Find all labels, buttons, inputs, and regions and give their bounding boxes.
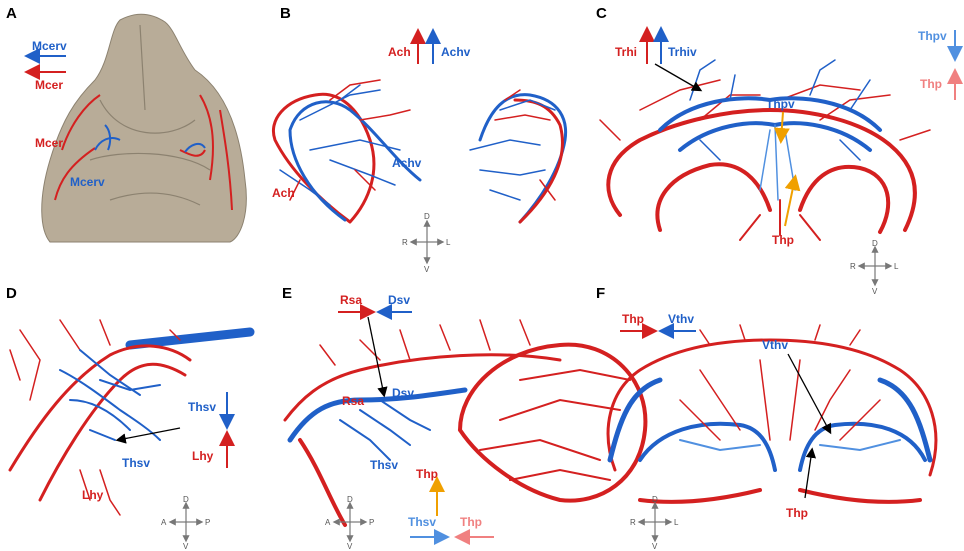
choroid-tree-left: [272, 79, 422, 224]
compass-e-up: D: [347, 495, 353, 504]
legend-mcer: Mcer: [35, 78, 63, 92]
legend-ach: Ach: [388, 45, 411, 59]
compass-f-down: V: [652, 542, 658, 551]
label-thp-c: Thp: [772, 233, 794, 247]
legend-thsv-d: Thsv: [188, 400, 216, 414]
legend-thp-f: Thp: [622, 312, 644, 326]
panel-c: C Trhi Trhiv Thpv Thp Thpv Thp D: [596, 5, 963, 296]
pointer-vthv: [787, 353, 832, 435]
legend-trhi: Trhi: [615, 45, 637, 59]
panel-letter-d: D: [6, 285, 17, 302]
panel-letter-f: F: [596, 285, 605, 302]
label-mcer: Mcer: [35, 136, 63, 150]
panel-letter-e: E: [282, 285, 292, 302]
compass-c: D V R L: [850, 239, 899, 296]
lateral-vessels-d: [8, 319, 255, 516]
compass-b: D V R L: [402, 212, 451, 274]
legend-mcerv: Mcerv: [32, 39, 67, 53]
label-lhy: Lhy: [82, 488, 104, 502]
compass-d: D V A P: [161, 495, 210, 551]
compass-e: D V A P: [325, 495, 374, 551]
compass-e-right: P: [369, 518, 374, 527]
lateral-vessels-e: [283, 319, 648, 527]
legend-trhiv: Trhiv: [668, 45, 697, 59]
panel-letter-b: B: [280, 5, 291, 22]
label-thsv-d: Thsv: [122, 456, 150, 470]
label-thp-e: Thp: [416, 467, 438, 481]
label-ach: Ach: [272, 186, 295, 200]
compass-b-down: V: [424, 265, 430, 274]
pointer-rsa-dsv: [367, 316, 388, 398]
legend-rsa: Rsa: [340, 293, 362, 307]
panel-e: E Rsa Dsv Rsa Dsv Thsv Thp Thsv Thp D: [282, 285, 648, 551]
thalamic-vessels: [599, 59, 931, 241]
label-thp-f: Thp: [786, 506, 808, 520]
pointer-thp-f: [804, 447, 817, 499]
compass-e-left: A: [325, 518, 331, 527]
panel-f: F Thp Vthv Vthv Thp D V R L: [596, 285, 938, 551]
choroid-tree-right: [469, 89, 568, 224]
compass-b-right: L: [446, 238, 451, 247]
pointer-thsv-d: [115, 427, 181, 444]
compass-f: D V R L: [630, 495, 679, 551]
pointer-thpv: [773, 111, 790, 144]
legend-thpv: Thpv: [918, 29, 947, 43]
panel-d: D Thsv Lhy Thsv Lhy D V A P: [6, 285, 255, 551]
compass-c-down: V: [872, 287, 878, 296]
mcer-vessels: [54, 94, 233, 211]
skull-sutures: [89, 24, 211, 206]
legend-thp-e: Thp: [460, 515, 482, 529]
pointer-thp-c: [784, 174, 801, 227]
compass-b-left: R: [402, 238, 408, 247]
label-thpv: Thpv: [766, 97, 795, 111]
panel-b: B Ach Achv Achv Ach D V R: [272, 5, 568, 274]
label-vthv: Vthv: [762, 338, 788, 352]
mcerv-vessels: [94, 124, 206, 153]
compass-f-left: R: [630, 518, 636, 527]
compass-c-left: R: [850, 262, 856, 271]
label-mcerv: Mcerv: [70, 175, 105, 189]
legend-lhy: Lhy: [192, 449, 214, 463]
legend-dsv: Dsv: [388, 293, 410, 307]
compass-c-right: L: [894, 262, 899, 271]
panel-letter-a: A: [6, 5, 17, 22]
compass-e-down: V: [347, 542, 353, 551]
panel-a: A Mcerv Mcer Mcer Mcerv: [6, 5, 247, 243]
compass-d-up: D: [183, 495, 189, 504]
compass-f-right: L: [674, 518, 679, 527]
label-thsv-e: Thsv: [370, 458, 398, 472]
legend-thsv-e: Thsv: [408, 515, 436, 529]
legend-achv: Achv: [441, 45, 471, 59]
pointer-trhiv: [654, 63, 703, 92]
label-achv: Achv: [392, 156, 422, 170]
ventral-vessels-f: [606, 324, 938, 504]
compass-b-up: D: [424, 212, 430, 221]
legend-thp: Thp: [920, 77, 942, 91]
compass-f-up: D: [652, 495, 658, 504]
label-dsv: Dsv: [392, 386, 414, 400]
compass-d-right: P: [205, 518, 210, 527]
skull-render: [41, 13, 247, 243]
label-rsa: Rsa: [342, 394, 364, 408]
compass-d-left: A: [161, 518, 167, 527]
legend-vthv: Vthv: [668, 312, 694, 326]
panel-letter-c: C: [596, 5, 607, 22]
compass-d-down: V: [183, 542, 189, 551]
compass-c-up: D: [872, 239, 878, 248]
